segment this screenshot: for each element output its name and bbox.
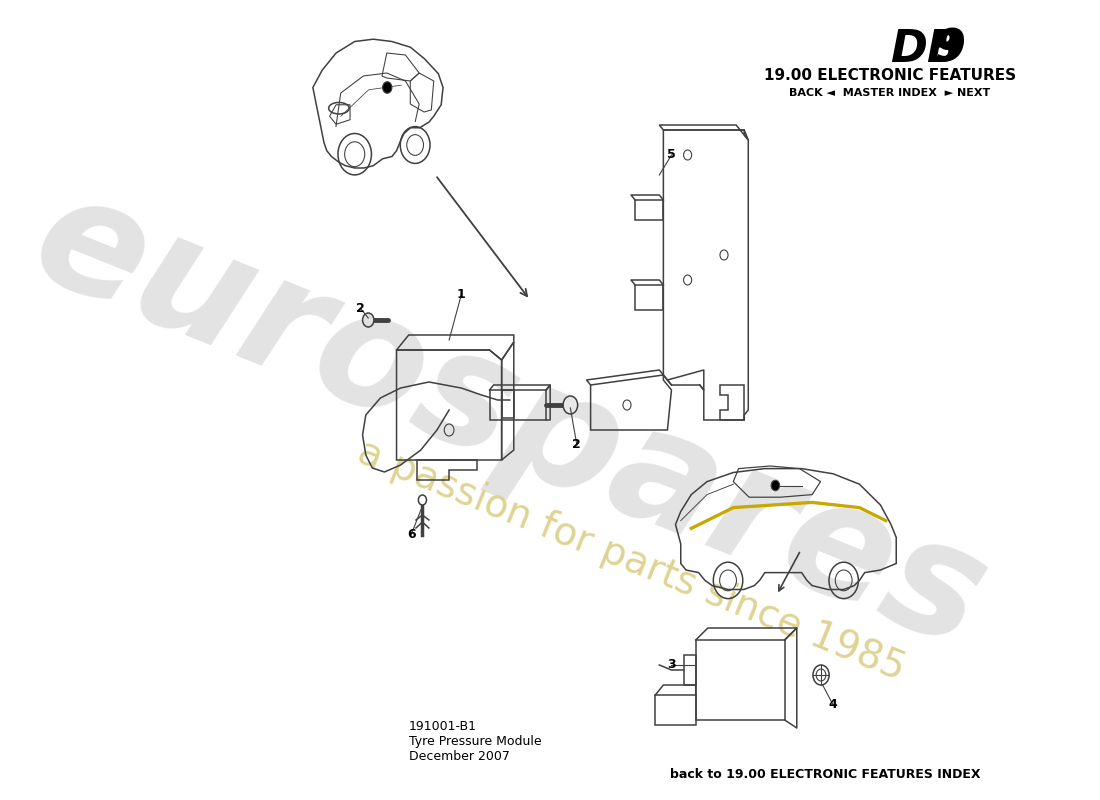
Text: 1: 1 <box>456 289 465 302</box>
Circle shape <box>363 313 374 327</box>
Circle shape <box>383 82 392 94</box>
Text: 2: 2 <box>355 302 364 314</box>
Text: BACK ◄  MASTER INDEX  ► NEXT: BACK ◄ MASTER INDEX ► NEXT <box>789 88 990 98</box>
Text: 2: 2 <box>572 438 581 451</box>
Text: a passion for parts since 1985: a passion for parts since 1985 <box>352 433 911 687</box>
Text: 9: 9 <box>934 28 965 71</box>
Text: 3: 3 <box>667 658 675 671</box>
Text: 191001-B1: 191001-B1 <box>409 720 476 733</box>
Circle shape <box>813 665 829 685</box>
Text: December 2007: December 2007 <box>409 750 509 763</box>
Circle shape <box>771 480 780 490</box>
Text: back to 19.00 ELECTRONIC FEATURES INDEX: back to 19.00 ELECTRONIC FEATURES INDEX <box>670 768 980 781</box>
Text: DB: DB <box>890 28 960 71</box>
Circle shape <box>563 396 578 414</box>
Text: Tyre Pressure Module: Tyre Pressure Module <box>409 735 541 748</box>
Text: 6: 6 <box>407 529 416 542</box>
Circle shape <box>418 495 427 505</box>
Text: 5: 5 <box>667 149 675 162</box>
Text: 4: 4 <box>828 698 837 711</box>
Text: eurospares: eurospares <box>12 159 1008 681</box>
Text: 19.00 ELECTRONIC FEATURES: 19.00 ELECTRONIC FEATURES <box>763 68 1015 83</box>
